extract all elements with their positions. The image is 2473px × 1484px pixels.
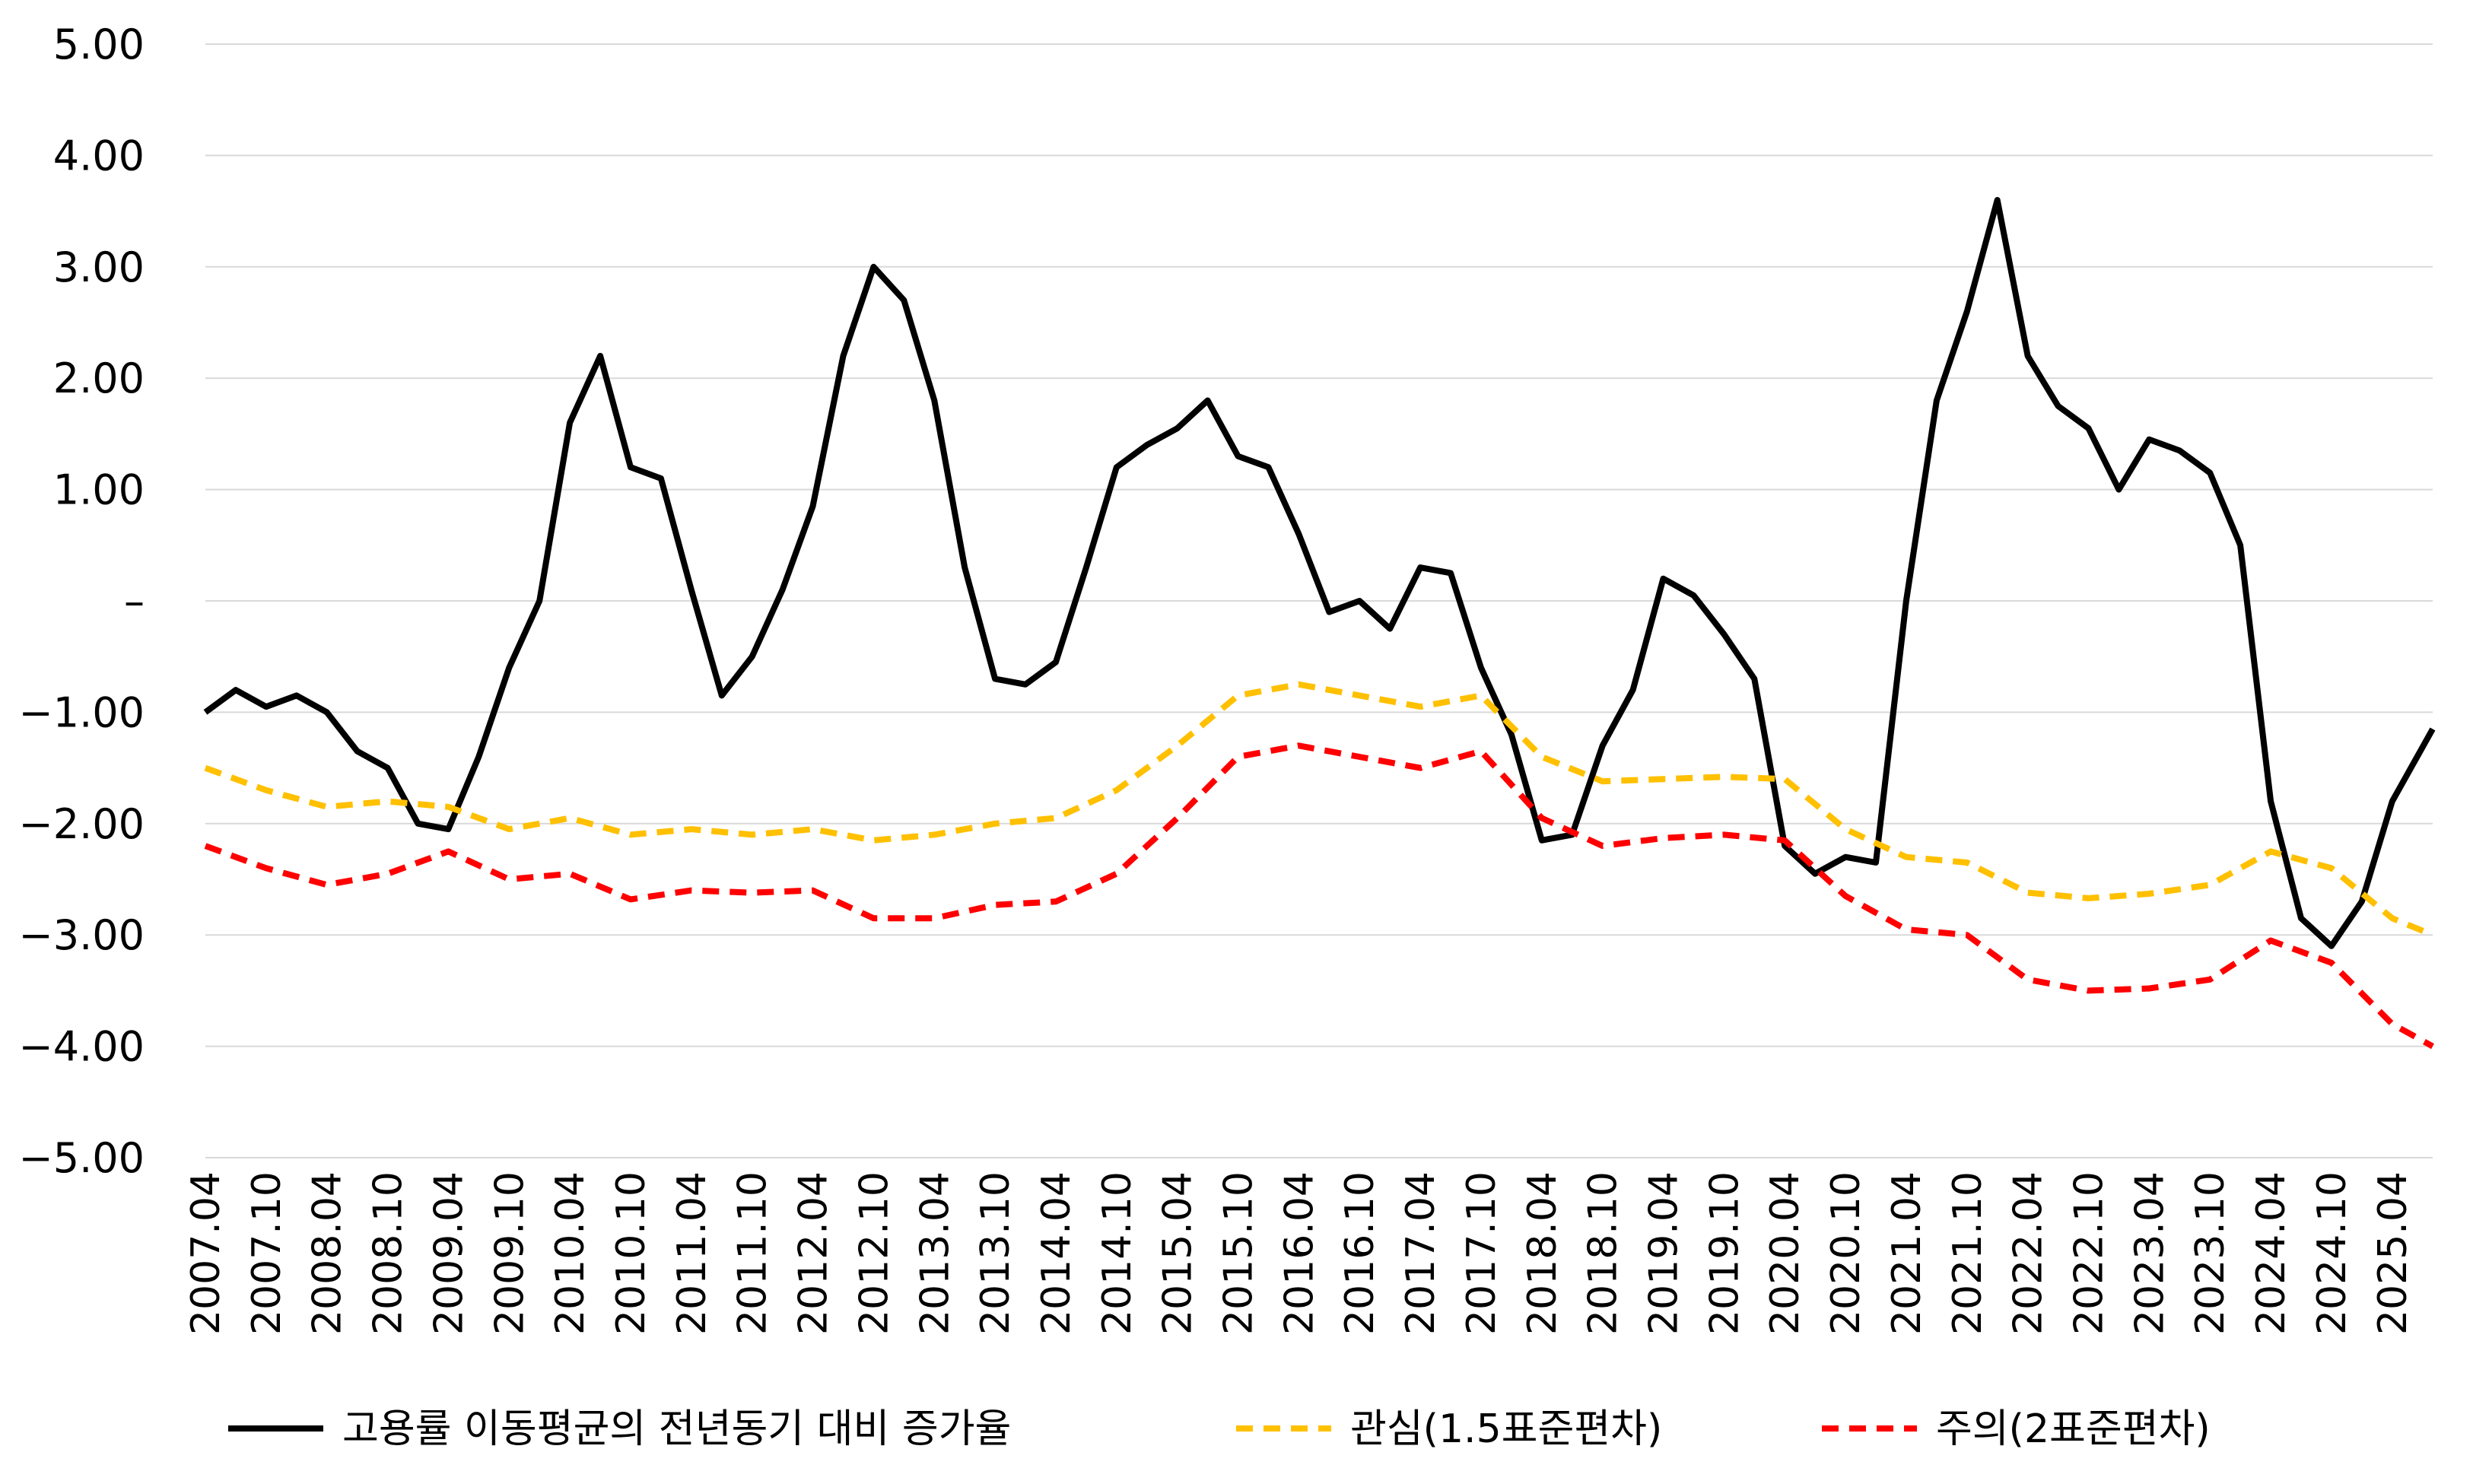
x-tick-label: 2024.04: [2249, 1171, 2294, 1335]
series-lines: [203, 197, 2436, 1050]
x-tick-label: 2007.10: [244, 1171, 290, 1335]
x-tick-label: 2017.10: [1459, 1171, 1505, 1335]
x-tick-label: 2016.10: [1337, 1171, 1383, 1335]
legend-label-2: 주의(2표준편차): [1936, 1406, 2211, 1452]
series-line-0: [203, 197, 2436, 949]
x-tick-label: 2025.04: [2370, 1171, 2416, 1335]
y-tick-label: −2.00: [19, 800, 145, 848]
x-tick-label: 2017.04: [1398, 1171, 1444, 1335]
x-tick-label: 2022.10: [2066, 1171, 2112, 1335]
x-tick-label: 2010.04: [548, 1171, 593, 1335]
x-tick-label: 2019.04: [1642, 1171, 1687, 1335]
y-tick-label: 2.00: [53, 354, 145, 402]
x-tick-label: 2024.10: [2309, 1171, 2355, 1335]
x-tick-label: 2008.04: [305, 1171, 351, 1335]
x-tick-label: 2015.10: [1216, 1171, 1262, 1335]
x-tick-label: 2010.10: [609, 1171, 654, 1335]
x-tick-label: 2021.10: [1945, 1171, 1991, 1335]
legend: 고용률 이동평균의 전년동기 대비 증가율 관심(1.5표준편차) 주의(2표준편차…: [228, 1406, 2211, 1452]
x-tick-label: 2012.04: [791, 1171, 837, 1335]
x-tick-label: 2009.10: [487, 1171, 532, 1335]
x-tick-label: 2007.04: [183, 1171, 229, 1335]
x-axis: 2007.04 2007.10 2008.04 2008.10 2009.04 2009.…: [183, 1171, 2416, 1335]
x-tick-label: 2022.04: [2006, 1171, 2052, 1335]
y-tick-label: –: [124, 577, 145, 625]
x-tick-label: 2016.04: [1276, 1171, 1322, 1335]
y-tick-label: −5.00: [19, 1134, 145, 1182]
y-tick-label: −1.00: [19, 688, 145, 736]
x-tick-label: 2011.04: [669, 1171, 715, 1335]
x-tick-label: 2021.04: [1884, 1171, 1930, 1335]
x-tick-label: 2013.10: [973, 1171, 1019, 1335]
x-tick-label: 2011.10: [730, 1171, 776, 1335]
legend-label-0: 고용률 이동평균의 전년동기 대비 증가율: [342, 1406, 1011, 1452]
y-tick-label: −4.00: [19, 1023, 145, 1071]
x-tick-label: 2023.04: [2127, 1171, 2173, 1335]
y-tick-label: 3.00: [53, 243, 145, 291]
x-tick-label: 2009.04: [426, 1171, 472, 1335]
x-tick-label: 2023.10: [2188, 1171, 2233, 1335]
x-tick-label: 2019.10: [1702, 1171, 1747, 1335]
y-tick-label: 1.00: [53, 466, 145, 514]
x-tick-label: 2012.10: [851, 1171, 897, 1335]
x-tick-label: 2015.04: [1155, 1171, 1201, 1335]
y-tick-label: 5.00: [53, 21, 145, 68]
y-tick-label: 4.00: [53, 132, 145, 180]
x-tick-label: 2013.04: [912, 1171, 958, 1335]
x-tick-label: 2018.10: [1581, 1171, 1626, 1335]
x-tick-label: 2014.04: [1034, 1171, 1079, 1335]
gridlines: [205, 43, 2433, 1158]
y-tick-label: −3.00: [19, 911, 145, 959]
x-tick-label: 2020.04: [1763, 1171, 1808, 1335]
x-tick-label: 2018.04: [1520, 1171, 1565, 1335]
y-axis: 5.00 4.00 3.00 2.00 1.00 – −1.00 −2.00 −3.00 −4.0…: [19, 21, 145, 1182]
x-tick-label: 2014.10: [1095, 1171, 1140, 1335]
legend-label-1: 관심(1.5표준편차): [1350, 1406, 1662, 1452]
series-line-1: [204, 681, 2434, 938]
x-tick-label: 2008.10: [366, 1171, 412, 1335]
x-tick-label: 2020.10: [1823, 1171, 1869, 1335]
series-line-2: [204, 742, 2434, 1050]
